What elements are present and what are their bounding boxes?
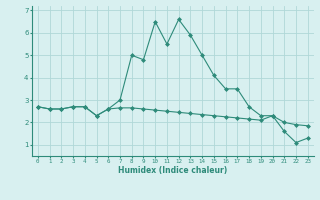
X-axis label: Humidex (Indice chaleur): Humidex (Indice chaleur) <box>118 166 228 175</box>
